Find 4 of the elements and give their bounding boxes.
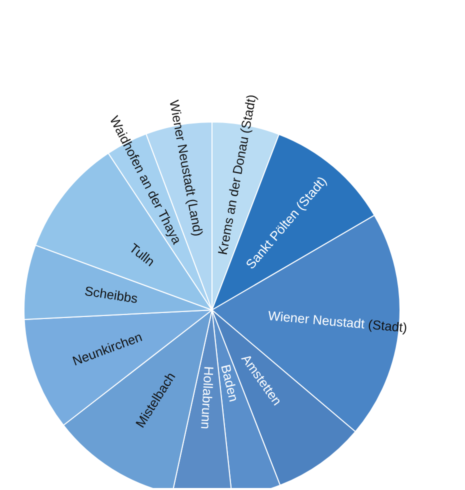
slice-label: Baden <box>218 363 242 404</box>
slice-label: Scheibbs <box>84 283 140 306</box>
slice-label: Wiener Neustadt (Stadt) <box>268 307 408 335</box>
slice-label: Hollabrunn <box>198 366 216 430</box>
